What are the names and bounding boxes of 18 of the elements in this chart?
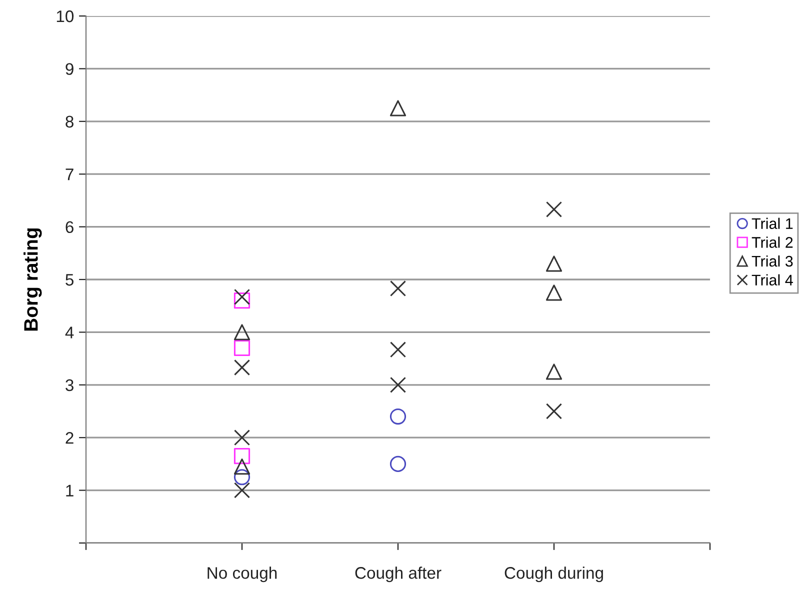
- x-tick-label: Cough after: [355, 566, 442, 582]
- y-tick-label: 3: [66, 379, 74, 392]
- y-tick-label: 8: [66, 116, 74, 128]
- legend-label: Trial 1: [752, 218, 793, 230]
- y-tick-label: 6: [66, 221, 74, 234]
- y-tick-label: 7: [66, 168, 74, 180]
- legend-label: Trial 3: [752, 255, 793, 267]
- y-tick-label: 1: [66, 484, 74, 496]
- legend-label: Trial 4: [752, 274, 793, 286]
- x-tick-label: No cough: [208, 566, 277, 582]
- y-axis-title: Borg rating: [24, 228, 42, 331]
- y-tick-label: 9: [66, 63, 74, 75]
- y-tick-label: 4: [65, 326, 74, 338]
- y-tick-label: 10: [56, 10, 74, 22]
- x-tick-label: Cough during: [504, 566, 603, 582]
- y-tick-label: 2: [66, 432, 74, 444]
- legend-label: Trial 2: [752, 236, 793, 248]
- y-tick-label: 5: [66, 274, 74, 286]
